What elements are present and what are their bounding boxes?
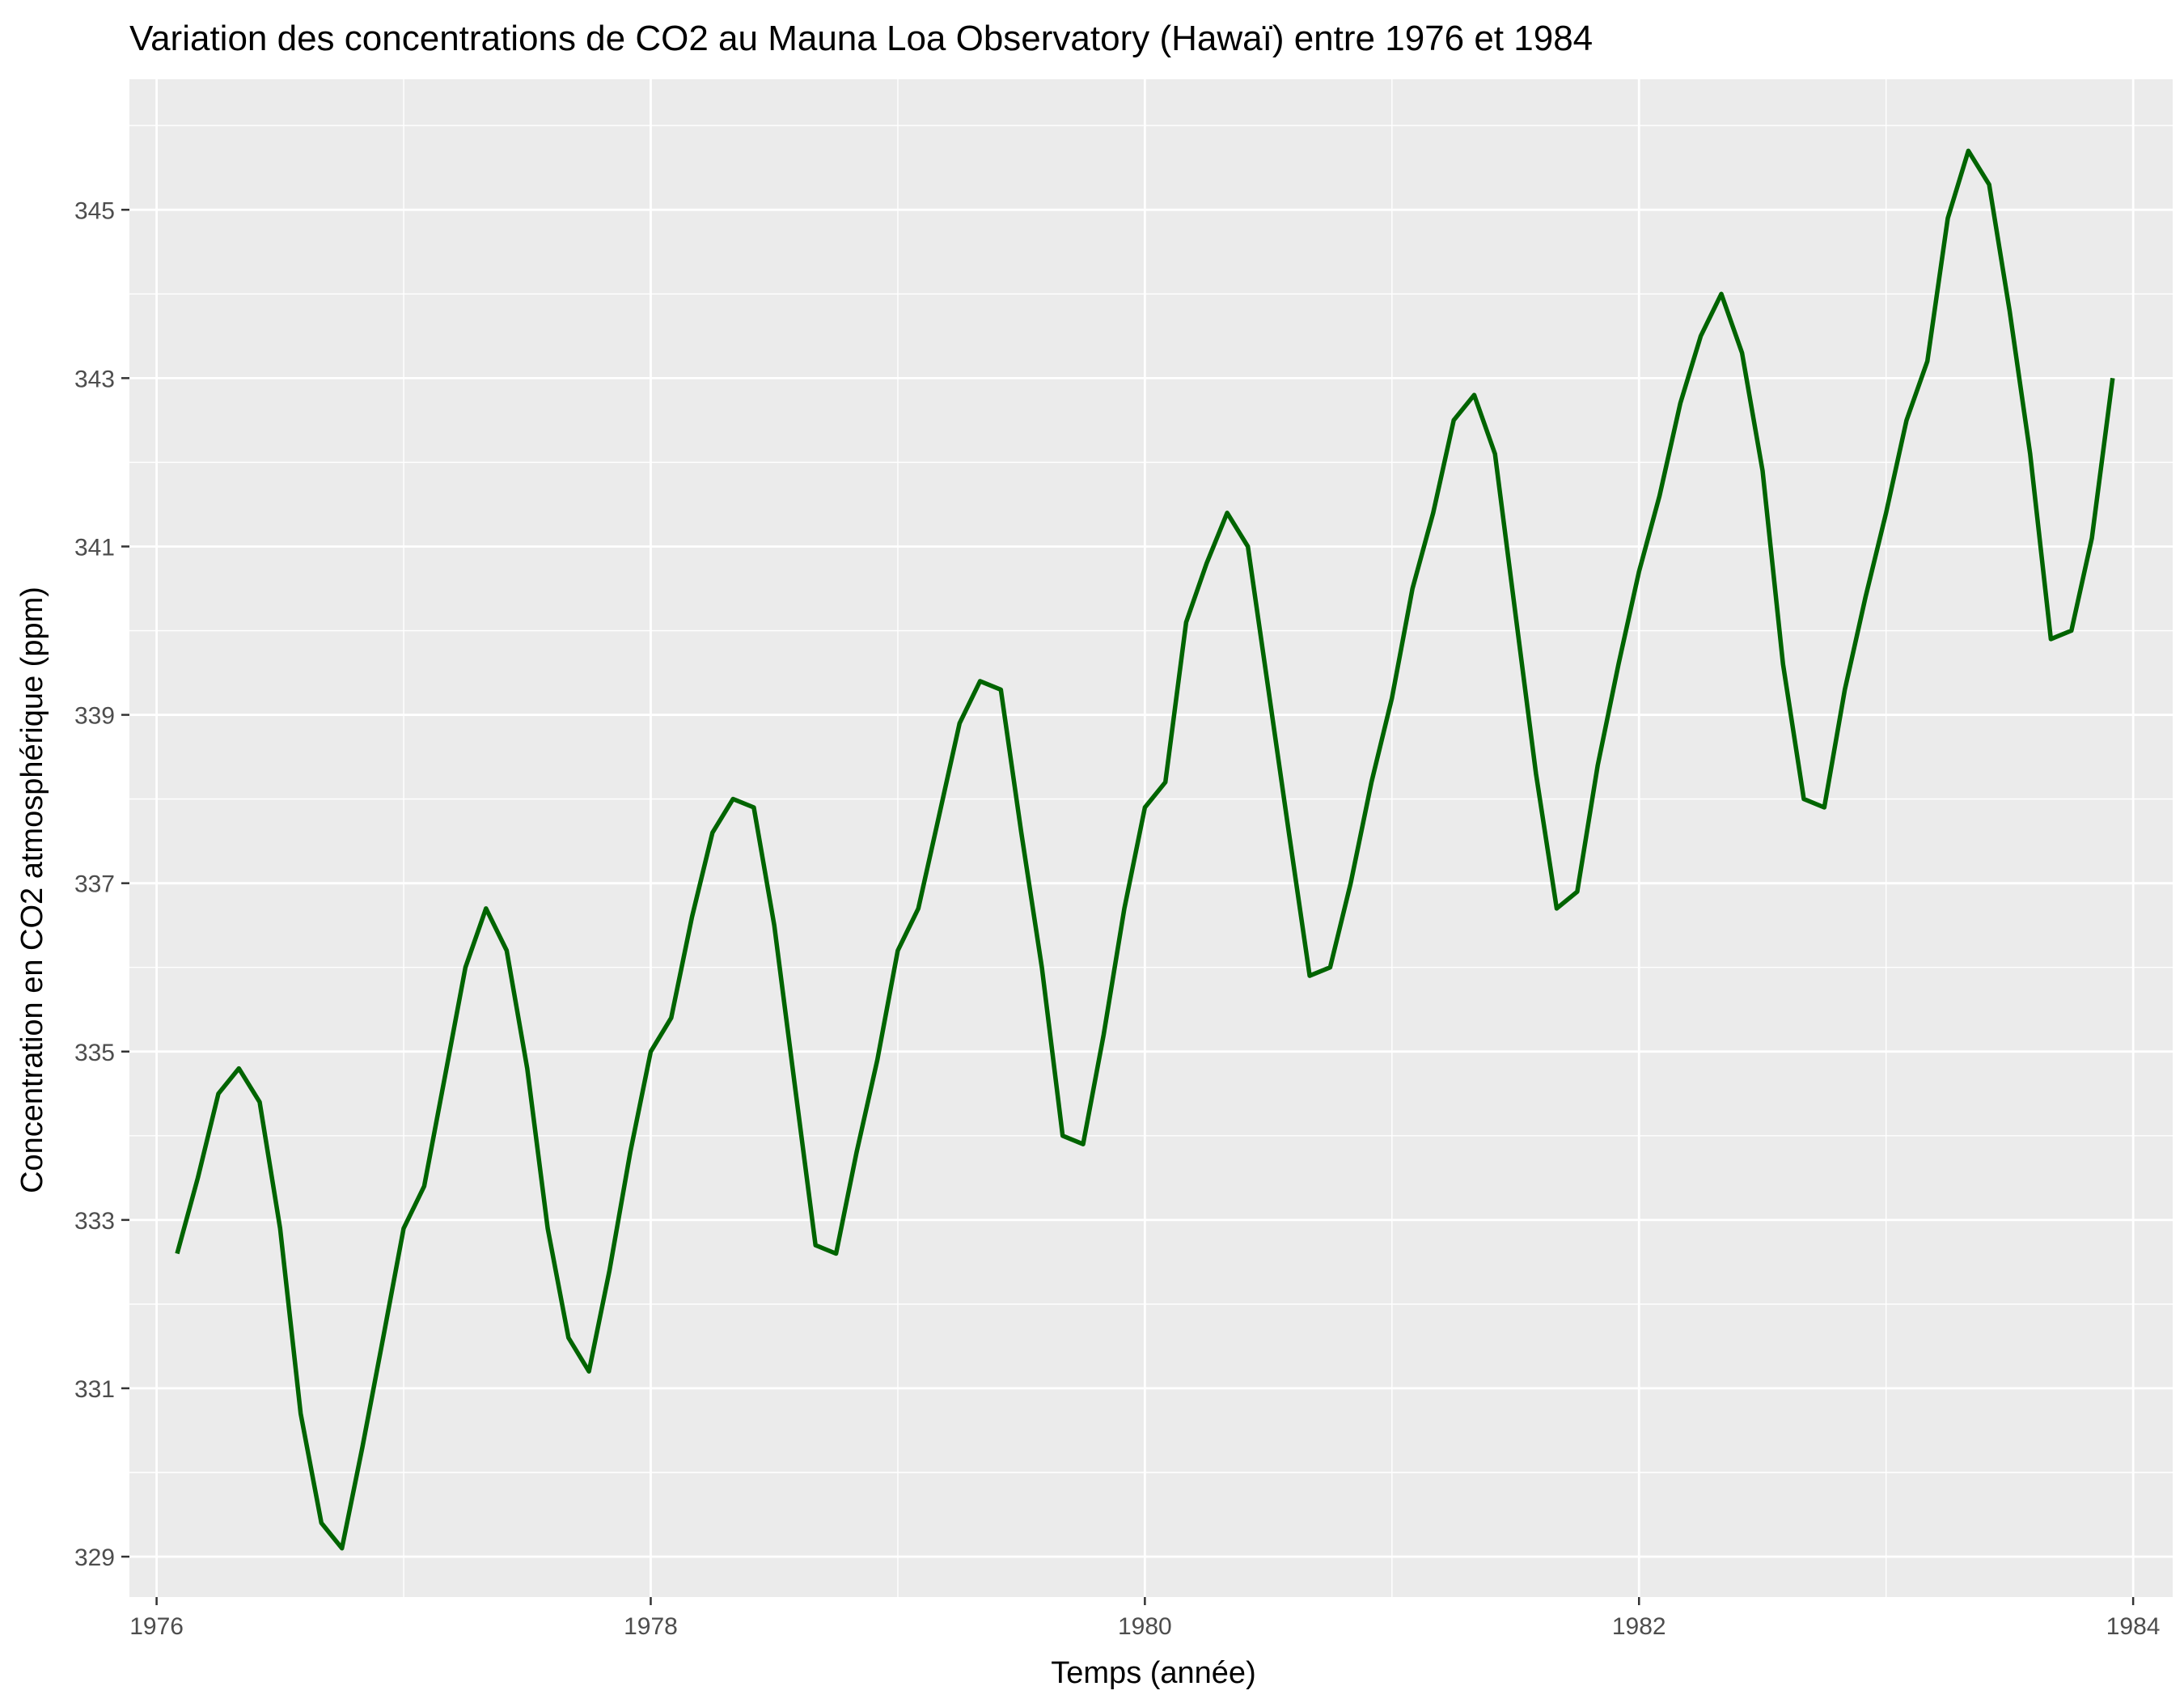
y-tick-label: 331 [74, 1376, 115, 1403]
y-tick-label: 345 [74, 197, 115, 224]
x-tick-label: 1982 [1612, 1613, 1666, 1640]
x-tick-label: 1980 [1118, 1613, 1172, 1640]
major-gridlines [129, 79, 2173, 1597]
minor-gridlines [129, 79, 2173, 1597]
y-tick-label: 329 [74, 1544, 115, 1571]
co2-series-line [175, 148, 2115, 1551]
x-tick-label: 1976 [129, 1613, 184, 1640]
series-layer [175, 148, 2115, 1551]
x-tick-label: 1984 [2106, 1613, 2161, 1640]
y-axis-title: Concentration en CO2 atmosphérique (ppm) [15, 587, 49, 1193]
plot-panel [129, 79, 2173, 1597]
y-tick-label: 339 [74, 703, 115, 730]
y-tick-label: 341 [74, 534, 115, 561]
y-tick-label: 343 [74, 366, 115, 392]
y-tick-label: 333 [74, 1208, 115, 1235]
tick-labels: 1976 1978 1980 1982 1984 329 331 333 335 337 339 34… [74, 197, 2161, 1640]
x-tick-label: 1978 [624, 1613, 678, 1640]
axis-ticks [121, 209, 2135, 1605]
chart-title: Variation des concentrations de CO2 au M… [129, 19, 1593, 58]
y-tick-label: 337 [74, 871, 115, 898]
x-axis-title: Temps (année) [1051, 1656, 1255, 1690]
y-tick-label: 335 [74, 1040, 115, 1066]
